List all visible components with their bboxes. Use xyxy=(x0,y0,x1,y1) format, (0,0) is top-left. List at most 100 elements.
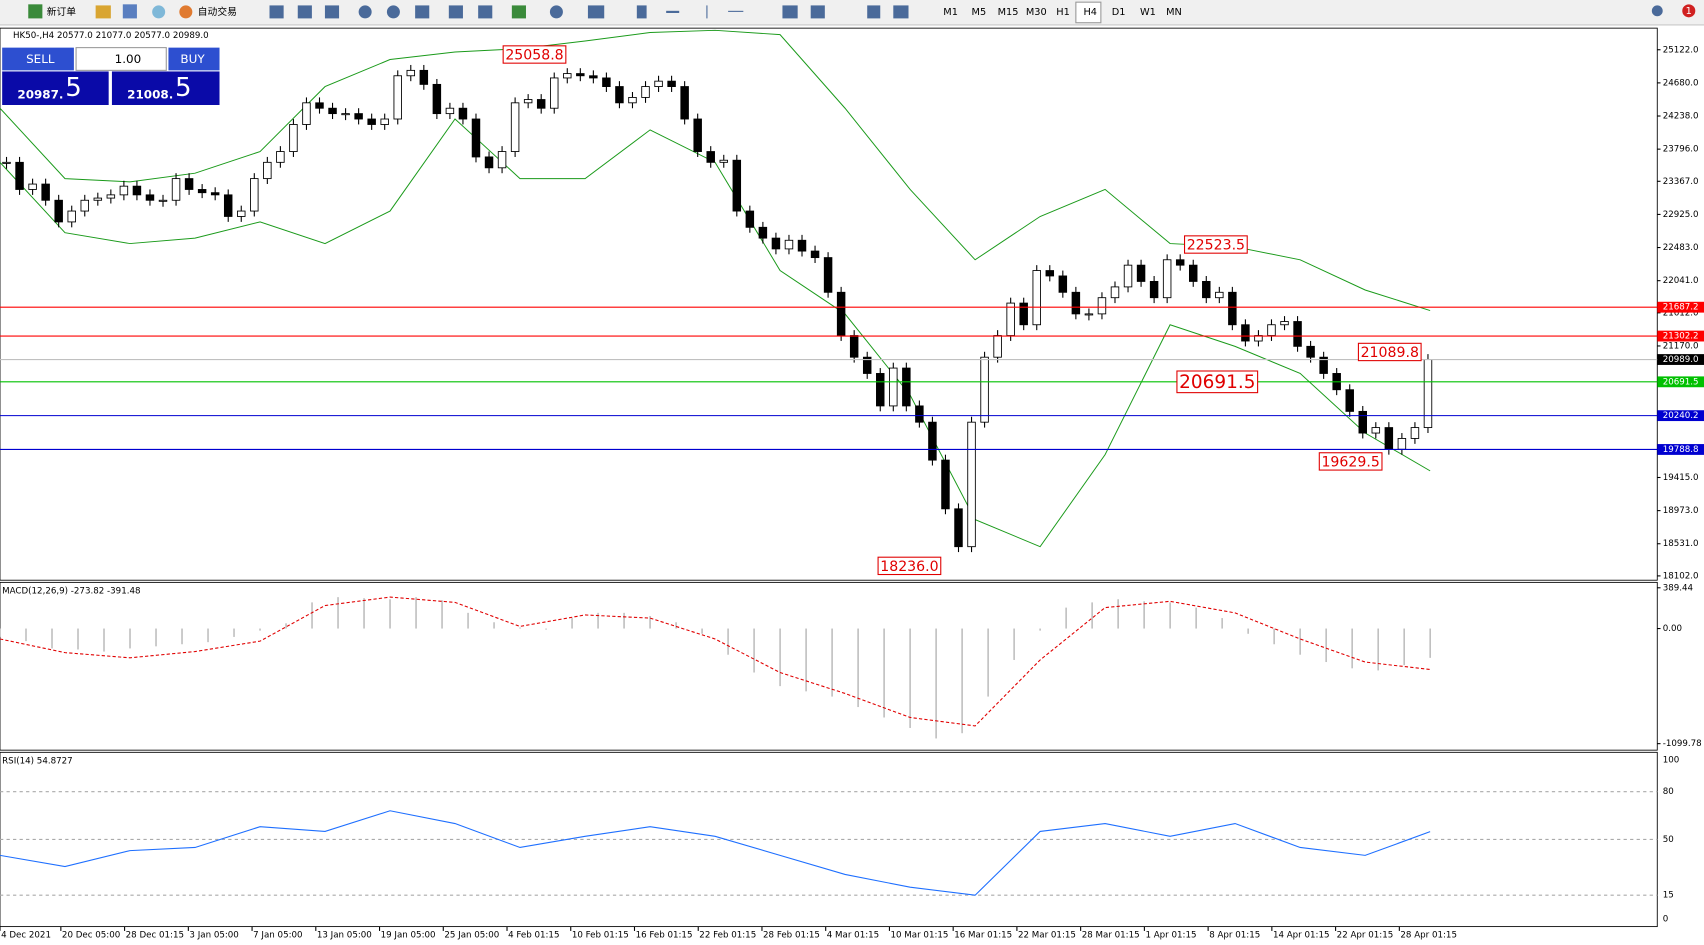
time-label: 16 Mar 01:15 xyxy=(954,931,1012,941)
candle xyxy=(719,159,729,163)
time-label: 3 Jan 05:00 xyxy=(189,931,238,941)
icon[interactable] xyxy=(122,4,137,19)
icon[interactable] xyxy=(478,5,493,19)
price-tick-label: 22041.0 xyxy=(1663,276,1699,286)
macd-tick-label: 389.44 xyxy=(1663,583,1694,593)
candle xyxy=(1202,280,1211,299)
candle xyxy=(797,239,807,252)
candle xyxy=(1110,286,1120,299)
time-label: 28 Apr 01:15 xyxy=(1400,931,1457,941)
icon[interactable] xyxy=(893,5,909,19)
time-label: 28 Dec 01:15 xyxy=(126,931,184,941)
icon[interactable] xyxy=(95,5,111,19)
candle xyxy=(145,194,155,201)
buy-button[interactable] xyxy=(168,47,220,71)
buy[interactable]: BUY xyxy=(180,52,205,66)
time-label: 20 Dec 05:00 xyxy=(62,931,120,941)
sell[interactable]: SELL xyxy=(26,52,55,66)
new-order-icon[interactable] xyxy=(28,4,43,19)
candle xyxy=(276,151,285,163)
timeframe[interactable]: M15 xyxy=(998,7,1019,18)
auto-trade-icon[interactable] xyxy=(179,5,193,19)
price-tag-label: 21687.2 xyxy=(1663,303,1699,313)
candle xyxy=(549,77,559,109)
candle xyxy=(1097,297,1107,315)
candle xyxy=(210,192,220,196)
icon[interactable] xyxy=(706,5,708,19)
time-label: 10 Mar 01:15 xyxy=(891,931,949,941)
timeframe[interactable]: M5 xyxy=(972,7,987,18)
candle xyxy=(93,197,103,201)
icon[interactable] xyxy=(587,5,605,19)
ask-box[interactable] xyxy=(111,71,220,105)
icon[interactable] xyxy=(415,5,430,19)
icon[interactable] xyxy=(511,5,526,19)
price-annotation: 25058.8 xyxy=(505,48,563,64)
candle xyxy=(980,356,989,423)
lot[interactable]: 1.00 xyxy=(115,52,142,66)
notification-badge[interactable] xyxy=(1682,4,1696,18)
candle xyxy=(458,107,468,120)
candle xyxy=(28,183,37,190)
icon[interactable] xyxy=(636,5,647,19)
candle xyxy=(1006,302,1015,336)
icon[interactable] xyxy=(666,10,680,13)
candle xyxy=(706,151,715,163)
timeframe[interactable]: D1 xyxy=(1112,7,1126,18)
annotation-box xyxy=(1176,370,1259,394)
candle xyxy=(1410,427,1420,439)
annotation-box xyxy=(1183,235,1248,254)
timeframe[interactable]: MN xyxy=(1166,7,1182,18)
sell-button[interactable] xyxy=(2,47,74,71)
price-tick-label: 24238.0 xyxy=(1663,112,1699,122)
price-tag xyxy=(1657,376,1704,388)
candle xyxy=(1293,321,1302,347)
icon[interactable] xyxy=(324,5,340,19)
icon[interactable] xyxy=(867,5,881,19)
time-label: 10 Feb 01:15 xyxy=(572,931,629,941)
candle xyxy=(876,373,885,407)
search[interactable] xyxy=(1651,5,1663,17)
auto-trade[interactable]: 自动交易 xyxy=(198,5,237,18)
icon[interactable] xyxy=(269,5,284,19)
timeframe[interactable]: H4 xyxy=(1083,7,1097,18)
candle xyxy=(1045,270,1055,277)
candle xyxy=(250,178,259,212)
lot-input[interactable] xyxy=(75,47,167,71)
candle xyxy=(106,194,116,199)
macd-tick-label: -1099.78 xyxy=(1663,739,1702,749)
candle xyxy=(1423,359,1433,429)
annotation-box xyxy=(877,556,942,576)
candle xyxy=(1123,264,1133,288)
candle xyxy=(615,86,624,104)
timeframe[interactable]: M30 xyxy=(1026,7,1047,18)
candle xyxy=(380,118,389,125)
price-annotation: 22523.5 xyxy=(1187,238,1245,254)
candle xyxy=(1084,313,1094,316)
timeframe[interactable]: M1 xyxy=(943,7,958,18)
icon[interactable] xyxy=(782,5,798,19)
candle xyxy=(967,421,976,548)
icon[interactable] xyxy=(549,5,563,19)
icon[interactable] xyxy=(448,5,463,19)
candle xyxy=(1319,356,1328,374)
icon[interactable] xyxy=(358,5,372,19)
price-tick-label: 22925.0 xyxy=(1663,210,1699,220)
candle xyxy=(823,257,833,293)
candle xyxy=(171,178,181,201)
icon[interactable] xyxy=(810,5,825,19)
bid-box[interactable] xyxy=(2,71,109,105)
icon[interactable] xyxy=(728,10,744,12)
candle xyxy=(589,75,598,79)
timeframe[interactable]: H1 xyxy=(1056,7,1070,18)
rsi-line xyxy=(0,810,1431,896)
icon[interactable] xyxy=(152,5,166,19)
icon[interactable] xyxy=(386,5,400,19)
candle xyxy=(237,210,246,217)
candle xyxy=(1019,302,1028,326)
icon[interactable] xyxy=(297,5,312,19)
rsi-tick-label: 15 xyxy=(1663,891,1674,901)
timeframe[interactable]: W1 xyxy=(1140,7,1156,18)
new-order[interactable]: 新订单 xyxy=(47,5,77,18)
